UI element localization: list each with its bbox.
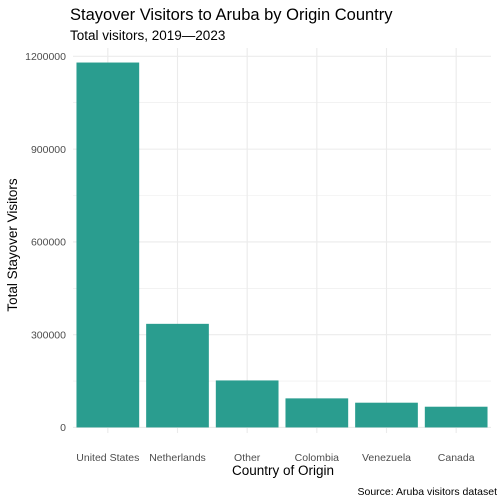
x-tick-label: Colombia <box>295 452 340 464</box>
chart-title: Stayover Visitors to Aruba by Origin Cou… <box>70 6 393 24</box>
chart-caption: Source: Aruba visitors dataset <box>358 486 498 498</box>
bar-colombia <box>285 398 349 428</box>
y-axis-ticks: 0 300000 600000 900000 1200000 <box>25 51 66 434</box>
x-tick-label: Venezuela <box>362 452 411 464</box>
x-tick-label: United States <box>76 452 139 464</box>
x-tick-label: Other <box>234 452 261 464</box>
bar-venezuela <box>355 402 418 428</box>
y-tick-label: 600000 <box>31 237 66 249</box>
y-tick-label: 900000 <box>31 144 66 156</box>
x-axis-title: Country of Origin <box>232 463 334 478</box>
y-tick-label: 0 <box>60 422 66 434</box>
x-tick-label: Netherlands <box>149 452 206 464</box>
bars <box>76 62 488 428</box>
grid-lines <box>73 48 491 433</box>
bar-netherlands <box>146 323 209 428</box>
x-tick-label: Canada <box>438 452 475 464</box>
bar-canada <box>424 406 488 428</box>
x-axis-ticks: United States Netherlands Other Colombia Ven… <box>76 452 474 464</box>
y-tick-label: 1200000 <box>25 51 66 63</box>
bar-other <box>215 380 279 428</box>
y-tick-label: 300000 <box>31 329 66 341</box>
y-axis-title: Total Stayover Visitors <box>5 178 20 312</box>
chart-subtitle: Total visitors, 2019—2023 <box>70 28 225 43</box>
bar-united-states <box>76 62 140 428</box>
